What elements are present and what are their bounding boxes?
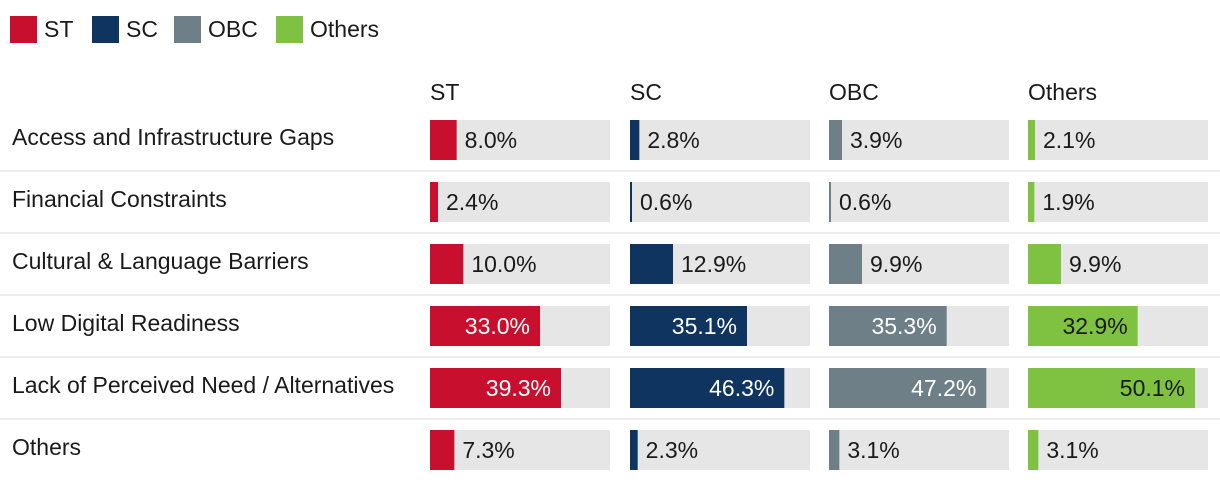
bar-value-label: 3.1% [847, 437, 899, 463]
bar [430, 120, 457, 160]
bar [1028, 368, 1195, 408]
bar [430, 368, 561, 408]
bar-value-label: 8.0% [465, 127, 517, 153]
bar-value-label: 35.1% [672, 313, 737, 339]
bar-track [630, 182, 810, 222]
bar-value-label: 10.0% [471, 251, 536, 277]
category-label-2: Cultural & Language Barriers [12, 248, 309, 274]
bar-value-label: 2.8% [647, 127, 699, 153]
bar [1028, 244, 1061, 284]
bar [430, 244, 464, 284]
bar [430, 182, 438, 222]
bar-value-label: 39.3% [486, 375, 551, 401]
bar-value-label: 2.1% [1043, 127, 1095, 153]
bar [430, 430, 455, 470]
bar-value-label: 2.4% [446, 189, 498, 215]
bar-value-label: 12.9% [681, 251, 746, 277]
column-header-0: ST [430, 79, 459, 105]
bar [829, 120, 842, 160]
category-label-3: Low Digital Readiness [12, 310, 240, 336]
bar-value-label: 33.0% [465, 313, 530, 339]
category-label-4: Lack of Perceived Need / Alternatives [12, 372, 394, 398]
bar-track [829, 182, 1009, 222]
bar-track [829, 430, 1009, 470]
bar [829, 244, 862, 284]
column-header-2: OBC [829, 79, 879, 105]
bar [630, 182, 632, 222]
bar [829, 182, 831, 222]
bar-value-label: 9.9% [1069, 251, 1121, 277]
bar-track [1028, 430, 1208, 470]
bar-track [1028, 120, 1208, 160]
bar-track [1028, 182, 1208, 222]
column-header-3: Others [1028, 79, 1097, 105]
legend-label-2: OBC [208, 16, 258, 42]
bar-track [430, 182, 610, 222]
bar-value-label: 7.3% [462, 437, 514, 463]
bar-track [630, 120, 810, 160]
bar [1028, 120, 1035, 160]
bar [630, 120, 640, 160]
legend-label-0: ST [44, 16, 73, 42]
bar-value-label: 9.9% [870, 251, 922, 277]
bar-value-label: 46.3% [709, 375, 774, 401]
bar [829, 368, 987, 408]
bar-track [829, 120, 1009, 160]
bar-value-label: 35.3% [871, 313, 936, 339]
bar-value-label: 1.9% [1042, 189, 1094, 215]
bar [829, 306, 947, 346]
bar-value-label: 0.6% [839, 189, 891, 215]
bar-value-label: 3.1% [1046, 437, 1098, 463]
bar-value-label: 2.3% [646, 437, 698, 463]
bar-track [630, 430, 810, 470]
bar [430, 306, 540, 346]
legend-swatch-2 [174, 16, 201, 43]
column-header-1: SC [630, 79, 662, 105]
bar-track [430, 430, 610, 470]
category-label-0: Access and Infrastructure Gaps [12, 124, 334, 150]
legend-swatch-3 [276, 16, 303, 43]
bar [630, 244, 673, 284]
bar-value-label: 0.6% [640, 189, 692, 215]
bar-track [430, 120, 610, 160]
bar [630, 306, 747, 346]
legend-swatch-1 [92, 16, 119, 43]
bar [1028, 306, 1138, 346]
category-label-5: Others [12, 434, 81, 460]
bar-value-label: 32.9% [1062, 313, 1127, 339]
legend-label-3: Others [310, 16, 379, 42]
legend-label-1: SC [126, 16, 158, 42]
bar-value-label: 50.1% [1120, 375, 1185, 401]
bar [630, 430, 638, 470]
category-label-1: Financial Constraints [12, 186, 227, 212]
bar [1028, 430, 1039, 470]
bar-value-label: 3.9% [850, 127, 902, 153]
bar [1028, 182, 1035, 222]
bar [630, 368, 785, 408]
legend-swatch-0 [10, 16, 37, 43]
bar [829, 430, 840, 470]
bar-value-label: 47.2% [911, 375, 976, 401]
